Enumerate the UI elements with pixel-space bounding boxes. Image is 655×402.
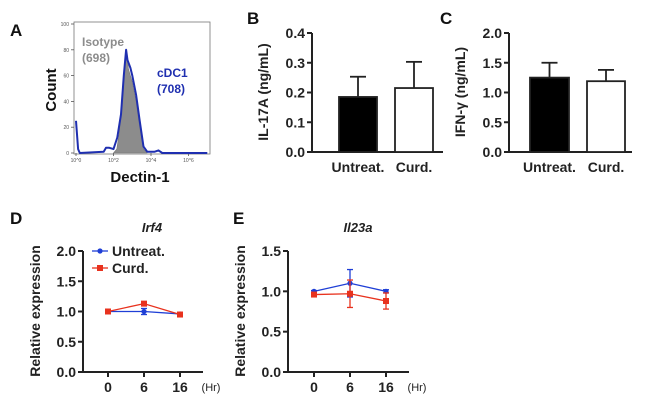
y-tick-label: 0.2 [286, 85, 306, 101]
y-tick-label: 60 [63, 74, 69, 80]
bar-untreated [529, 76, 570, 153]
untreated-point [141, 308, 147, 315]
y-tick-label: 1.5 [483, 55, 503, 71]
y-axis-label: IL-17A (ng/mL) [255, 43, 271, 140]
y-tick-label: 0.5 [57, 334, 77, 350]
y-tick-label: 0.4 [286, 25, 306, 41]
legend-untreated-label: Untreat. [112, 243, 165, 259]
bar-curdlan [394, 87, 434, 153]
y-tick-label: 0.3 [286, 55, 306, 71]
y-tick-label: 1.0 [262, 283, 282, 299]
isotype-mfi: (698) [82, 51, 110, 65]
bar-curdlan [586, 80, 626, 153]
y-tick-label: 0.0 [286, 144, 306, 160]
x-tick-label: Curd. [396, 159, 433, 175]
y-tick-label: 1.5 [57, 273, 77, 289]
curdlan-point [177, 311, 183, 318]
x-tick-label: 10^4 [146, 158, 157, 164]
panel-d: Irf4 0.0 0.5 1.0 1.5 2.0 0 6 16 (Hr) Relative expr… [27, 220, 220, 395]
panel-e: Il23a 0.0 0.5 1.0 1.5 0 6 16 (Hr) Relative expres… [232, 220, 426, 395]
x-tick-label: Untreat. [523, 159, 576, 175]
x-tick-label: 0 [310, 379, 318, 395]
panel-c-letter: C [440, 9, 452, 28]
legend-curdlan-label: Curd. [112, 260, 149, 276]
curdlan-point [105, 308, 111, 315]
x-tick-label: 10^2 [108, 158, 119, 164]
bar-untreated [338, 96, 378, 153]
x-tick-label: 10^0 [71, 158, 82, 164]
y-tick-label: 80 [63, 48, 69, 54]
y-axis-label: IFN-γ (ng/mL) [452, 47, 468, 137]
panel-b-letter: B [247, 9, 259, 28]
x-tick-label: 0 [104, 379, 112, 395]
y-tick-label: 0.0 [262, 364, 282, 380]
x-tick-label: 6 [346, 379, 354, 395]
panel-a-letter: A [10, 21, 22, 40]
y-tick-label: 20 [63, 125, 69, 131]
curdlan-point [141, 300, 147, 307]
y-tick-label: 0.0 [57, 364, 77, 380]
panel-b: 0.0 0.1 0.2 0.3 0.4 Untreat. Curd. IL-17A (ng/m… [255, 25, 443, 175]
x-tick-label: 16 [172, 379, 188, 395]
x-tick-label: Curd. [588, 159, 625, 175]
y-tick-label: 1.5 [262, 243, 282, 259]
y-tick-label: 0.5 [483, 114, 503, 130]
y-tick-label: 1.0 [483, 85, 503, 101]
curdlan-point [347, 290, 353, 297]
x-tick-label: 6 [140, 379, 148, 395]
panel-d-letter: D [10, 209, 22, 228]
panel-a: 0 20 40 60 80 100 10^0 10^2 10^4 10^6 Isotype (698)… [43, 21, 211, 186]
y-tick-label: 100 [61, 22, 70, 28]
y-tick-label: 0.1 [286, 114, 306, 130]
y-tick-label: 2.0 [57, 243, 77, 259]
y-axis-label: Count [43, 68, 60, 111]
x-tick-label: 16 [378, 379, 394, 395]
panel-c: 0.0 0.5 1.0 1.5 2.0 Untreat. Curd. IFN-γ (ng/mL… [452, 25, 632, 175]
curdlan-point [383, 298, 389, 305]
cdc1-mfi: (708) [157, 82, 185, 96]
chart-title: Irf4 [142, 220, 163, 235]
x-axis-label: Dectin-1 [110, 169, 169, 186]
legend-untreated-marker [97, 248, 103, 254]
x-tick-label: Untreat. [332, 159, 385, 175]
y-axis-label: Relative expression [232, 245, 248, 377]
y-tick-label: 0.0 [483, 144, 503, 160]
x-unit-label: (Hr) [202, 382, 221, 394]
x-unit-label: (Hr) [408, 382, 427, 394]
isotype-label: Isotype [82, 35, 124, 49]
y-tick-label: 2.0 [483, 25, 503, 41]
y-axis-label: Relative expression [27, 245, 43, 377]
y-tick-label: 1.0 [57, 304, 77, 320]
cdc1-histogram [75, 48, 208, 154]
panel-e-letter: E [233, 209, 244, 228]
y-tick-label: 0.5 [262, 324, 282, 340]
plot-frame [73, 21, 211, 155]
cdc1-label: cDC1 [157, 66, 188, 80]
y-tick-label: 0 [66, 151, 69, 157]
legend-curdlan-marker [97, 265, 103, 271]
y-tick-label: 40 [63, 99, 69, 105]
chart-title: Il23a [344, 220, 373, 235]
x-tick-label: 10^6 [183, 158, 194, 164]
curdlan-point [311, 291, 317, 298]
